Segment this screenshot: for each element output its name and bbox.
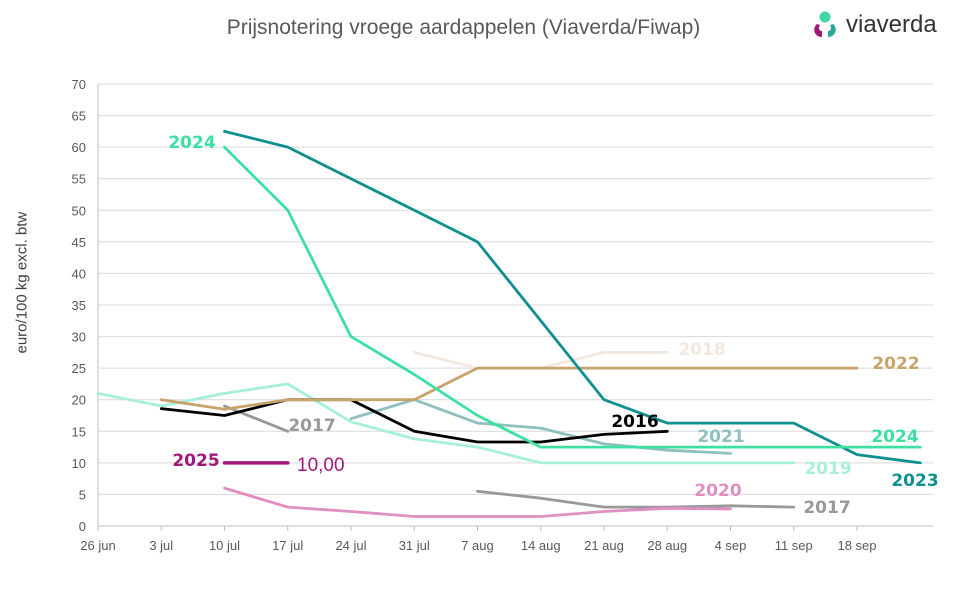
value-annotation: 10,00 bbox=[297, 455, 345, 476]
y-tick-label: 70 bbox=[72, 77, 86, 92]
y-tick-label: 40 bbox=[72, 266, 86, 281]
x-tick-label: 24 jul bbox=[335, 538, 366, 553]
y-tick-label: 0 bbox=[79, 519, 86, 534]
y-tick-labels: 0 5 10 15 20 25 30 35 40 45 50 55 60 65 70 bbox=[72, 77, 86, 534]
viaverda-logo: viaverda bbox=[810, 10, 937, 40]
y-tick-label: 5 bbox=[79, 487, 86, 502]
series-label-2017: 2017 bbox=[288, 416, 335, 436]
series-line-2017 bbox=[476, 489, 796, 509]
y-tick-label: 55 bbox=[72, 172, 86, 187]
series-label-2024: 2024 bbox=[168, 133, 215, 153]
series-label-2016: 2016 bbox=[611, 412, 658, 432]
x-tick-label: 21 aug bbox=[584, 538, 624, 553]
x-tick-label: 11 sep bbox=[775, 538, 813, 553]
y-tick-label: 45 bbox=[72, 235, 86, 250]
x-tick-label: 31 jul bbox=[399, 538, 430, 553]
series-line-2018 bbox=[412, 350, 669, 370]
y-tick-label: 20 bbox=[72, 393, 86, 408]
x-tick-label: 17 jul bbox=[272, 538, 303, 553]
series-line-2022 bbox=[159, 366, 859, 411]
x-tick-label: 3 jul bbox=[149, 538, 173, 553]
chart-title: Prijsnotering vroege aardappelen (Viaver… bbox=[226, 16, 701, 39]
series-line-2024 bbox=[223, 145, 922, 449]
y-tick-label: 50 bbox=[72, 203, 86, 218]
series-line-2019 bbox=[96, 382, 796, 465]
x-tick-label: 28 aug bbox=[647, 538, 687, 553]
series-label-2018: 2018 bbox=[678, 340, 725, 360]
series-line-2021 bbox=[349, 398, 732, 455]
y-tick-label: 10 bbox=[72, 456, 86, 471]
series-lines bbox=[96, 129, 922, 518]
series-labels: 2024 2017 2025 2018 2022 2016 2021 2024 2019 2023… bbox=[168, 133, 938, 518]
series-line-2017 bbox=[223, 404, 290, 433]
x-tick-label: 4 sep bbox=[715, 538, 747, 553]
series-line-2023 bbox=[223, 129, 922, 465]
y-tick-label: 15 bbox=[72, 424, 86, 439]
x-tick-label: 26 jun bbox=[80, 538, 115, 553]
series-line-2020 bbox=[223, 486, 732, 518]
series-label-2017: 2017 bbox=[803, 498, 850, 518]
x-tick-label: 7 aug bbox=[461, 538, 494, 553]
series-line-2016 bbox=[159, 398, 669, 444]
x-tick-label: 14 aug bbox=[521, 538, 561, 553]
series-label-2023: 2023 bbox=[891, 471, 938, 491]
series-label-2025: 2025 bbox=[172, 451, 219, 471]
y-tick-label: 65 bbox=[72, 109, 86, 124]
series-label-2020: 2020 bbox=[694, 481, 741, 501]
y-tick-label: 35 bbox=[72, 298, 86, 313]
x-tick-labels: 26 jun 3 jul 10 jul 17 jul 24 jul 31 jul 7 aug… bbox=[80, 526, 877, 553]
x-tick-label: 18 sep bbox=[837, 538, 876, 553]
logo-text: viaverda bbox=[846, 11, 937, 38]
series-label-2019: 2019 bbox=[804, 459, 851, 479]
series-label-2024: 2024 bbox=[871, 427, 918, 447]
series-label-2021: 2021 bbox=[697, 427, 744, 447]
series-label-2022: 2022 bbox=[872, 354, 919, 374]
y-tick-label: 25 bbox=[72, 361, 86, 376]
viaverda-logo-icon bbox=[814, 11, 836, 37]
y-tick-label: 60 bbox=[72, 140, 86, 155]
x-tick-label: 10 jul bbox=[209, 538, 240, 553]
y-tick-label: 30 bbox=[72, 330, 86, 345]
